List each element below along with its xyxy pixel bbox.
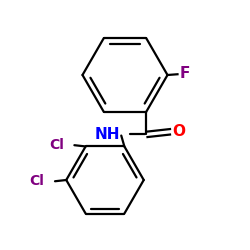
Text: F: F: [180, 66, 190, 81]
Text: Cl: Cl: [30, 174, 44, 188]
Text: Cl: Cl: [49, 138, 64, 152]
Text: O: O: [172, 124, 186, 139]
Text: NH: NH: [94, 127, 120, 142]
